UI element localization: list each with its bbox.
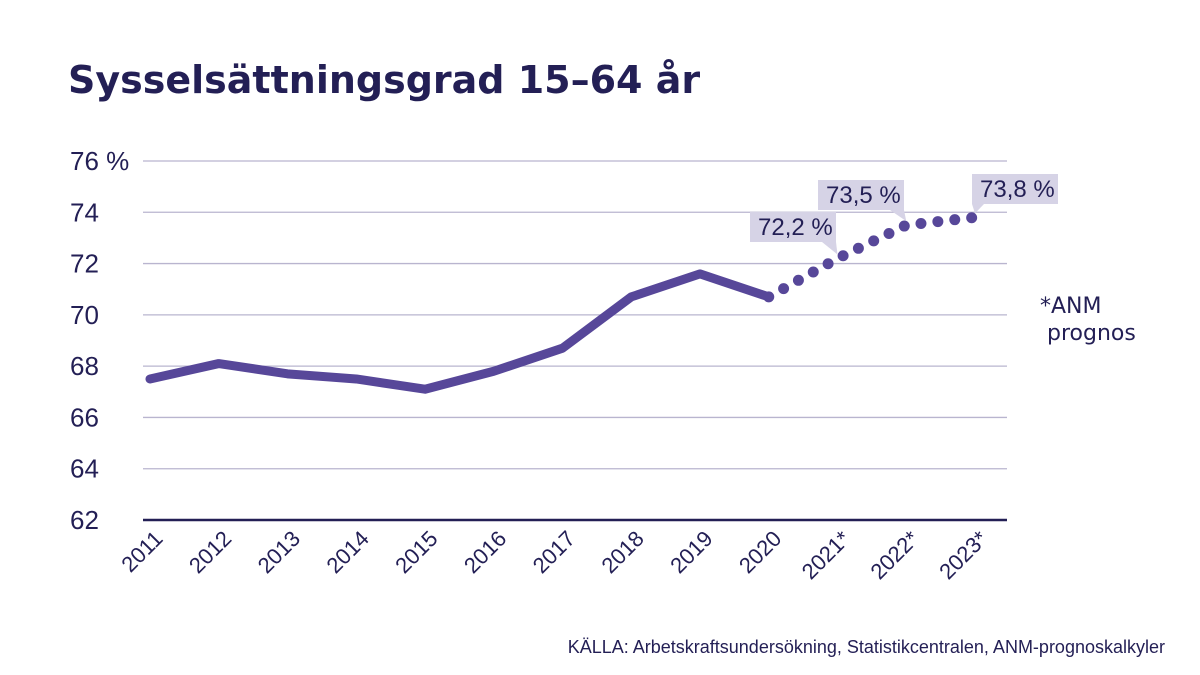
data-label-box: [972, 174, 1058, 204]
x-tick-label: 2011: [116, 526, 167, 577]
data-label-2023*: 73,8 %: [972, 174, 1058, 214]
data-label-pointer: [890, 210, 907, 222]
data-label-pointer: [972, 204, 984, 214]
data-label-2022*: 73,5 %: [818, 180, 907, 222]
x-tick-label: 2021*: [797, 526, 856, 585]
data-label-text: 72,2 %: [758, 214, 833, 241]
data-label-text: 73,5 %: [826, 182, 901, 209]
y-tick-label: 74: [70, 197, 99, 227]
forecast-note-line1: *ANM: [1040, 294, 1102, 319]
data-label-box: [750, 212, 836, 242]
y-tick-label: 70: [70, 300, 99, 330]
data-label-pointer: [822, 242, 838, 255]
data-label-text: 73,8 %: [980, 176, 1055, 203]
series-line-forecast: [763, 211, 981, 303]
x-tick-label: 2013: [253, 526, 305, 578]
x-tick-label: 2022*: [865, 526, 924, 585]
x-tick-label: 2019: [665, 526, 717, 578]
forecast-note-line2: prognos: [1047, 321, 1136, 346]
chart-title: Sysselsättningsgrad 15–64 år: [68, 58, 700, 102]
x-tick-label: 2018: [596, 526, 648, 578]
x-tick-label: 2023*: [934, 526, 993, 585]
x-tick-label: 2012: [184, 526, 236, 578]
y-tick-label: 68: [70, 351, 99, 381]
x-tick-label: 2015: [390, 526, 442, 578]
y-tick-label: 62: [70, 505, 99, 535]
y-tick-label: 72: [70, 249, 99, 279]
y-tick-label: 64: [70, 454, 99, 484]
x-tick-label: 2014: [321, 526, 373, 578]
x-tick-label: 2017: [528, 526, 580, 578]
y-tick-label: 66: [70, 402, 99, 432]
data-label-box: [818, 180, 904, 210]
x-tick-label: 2020: [734, 526, 786, 578]
x-tick-label: 2016: [459, 526, 511, 578]
source-note: KÄLLA: Arbetskraftsundersökning, Statist…: [568, 637, 1165, 657]
data-label-2021*: 72,2 %: [750, 212, 838, 255]
y-tick-label: 76 %: [70, 146, 129, 176]
series-line-actual: [145, 269, 774, 394]
